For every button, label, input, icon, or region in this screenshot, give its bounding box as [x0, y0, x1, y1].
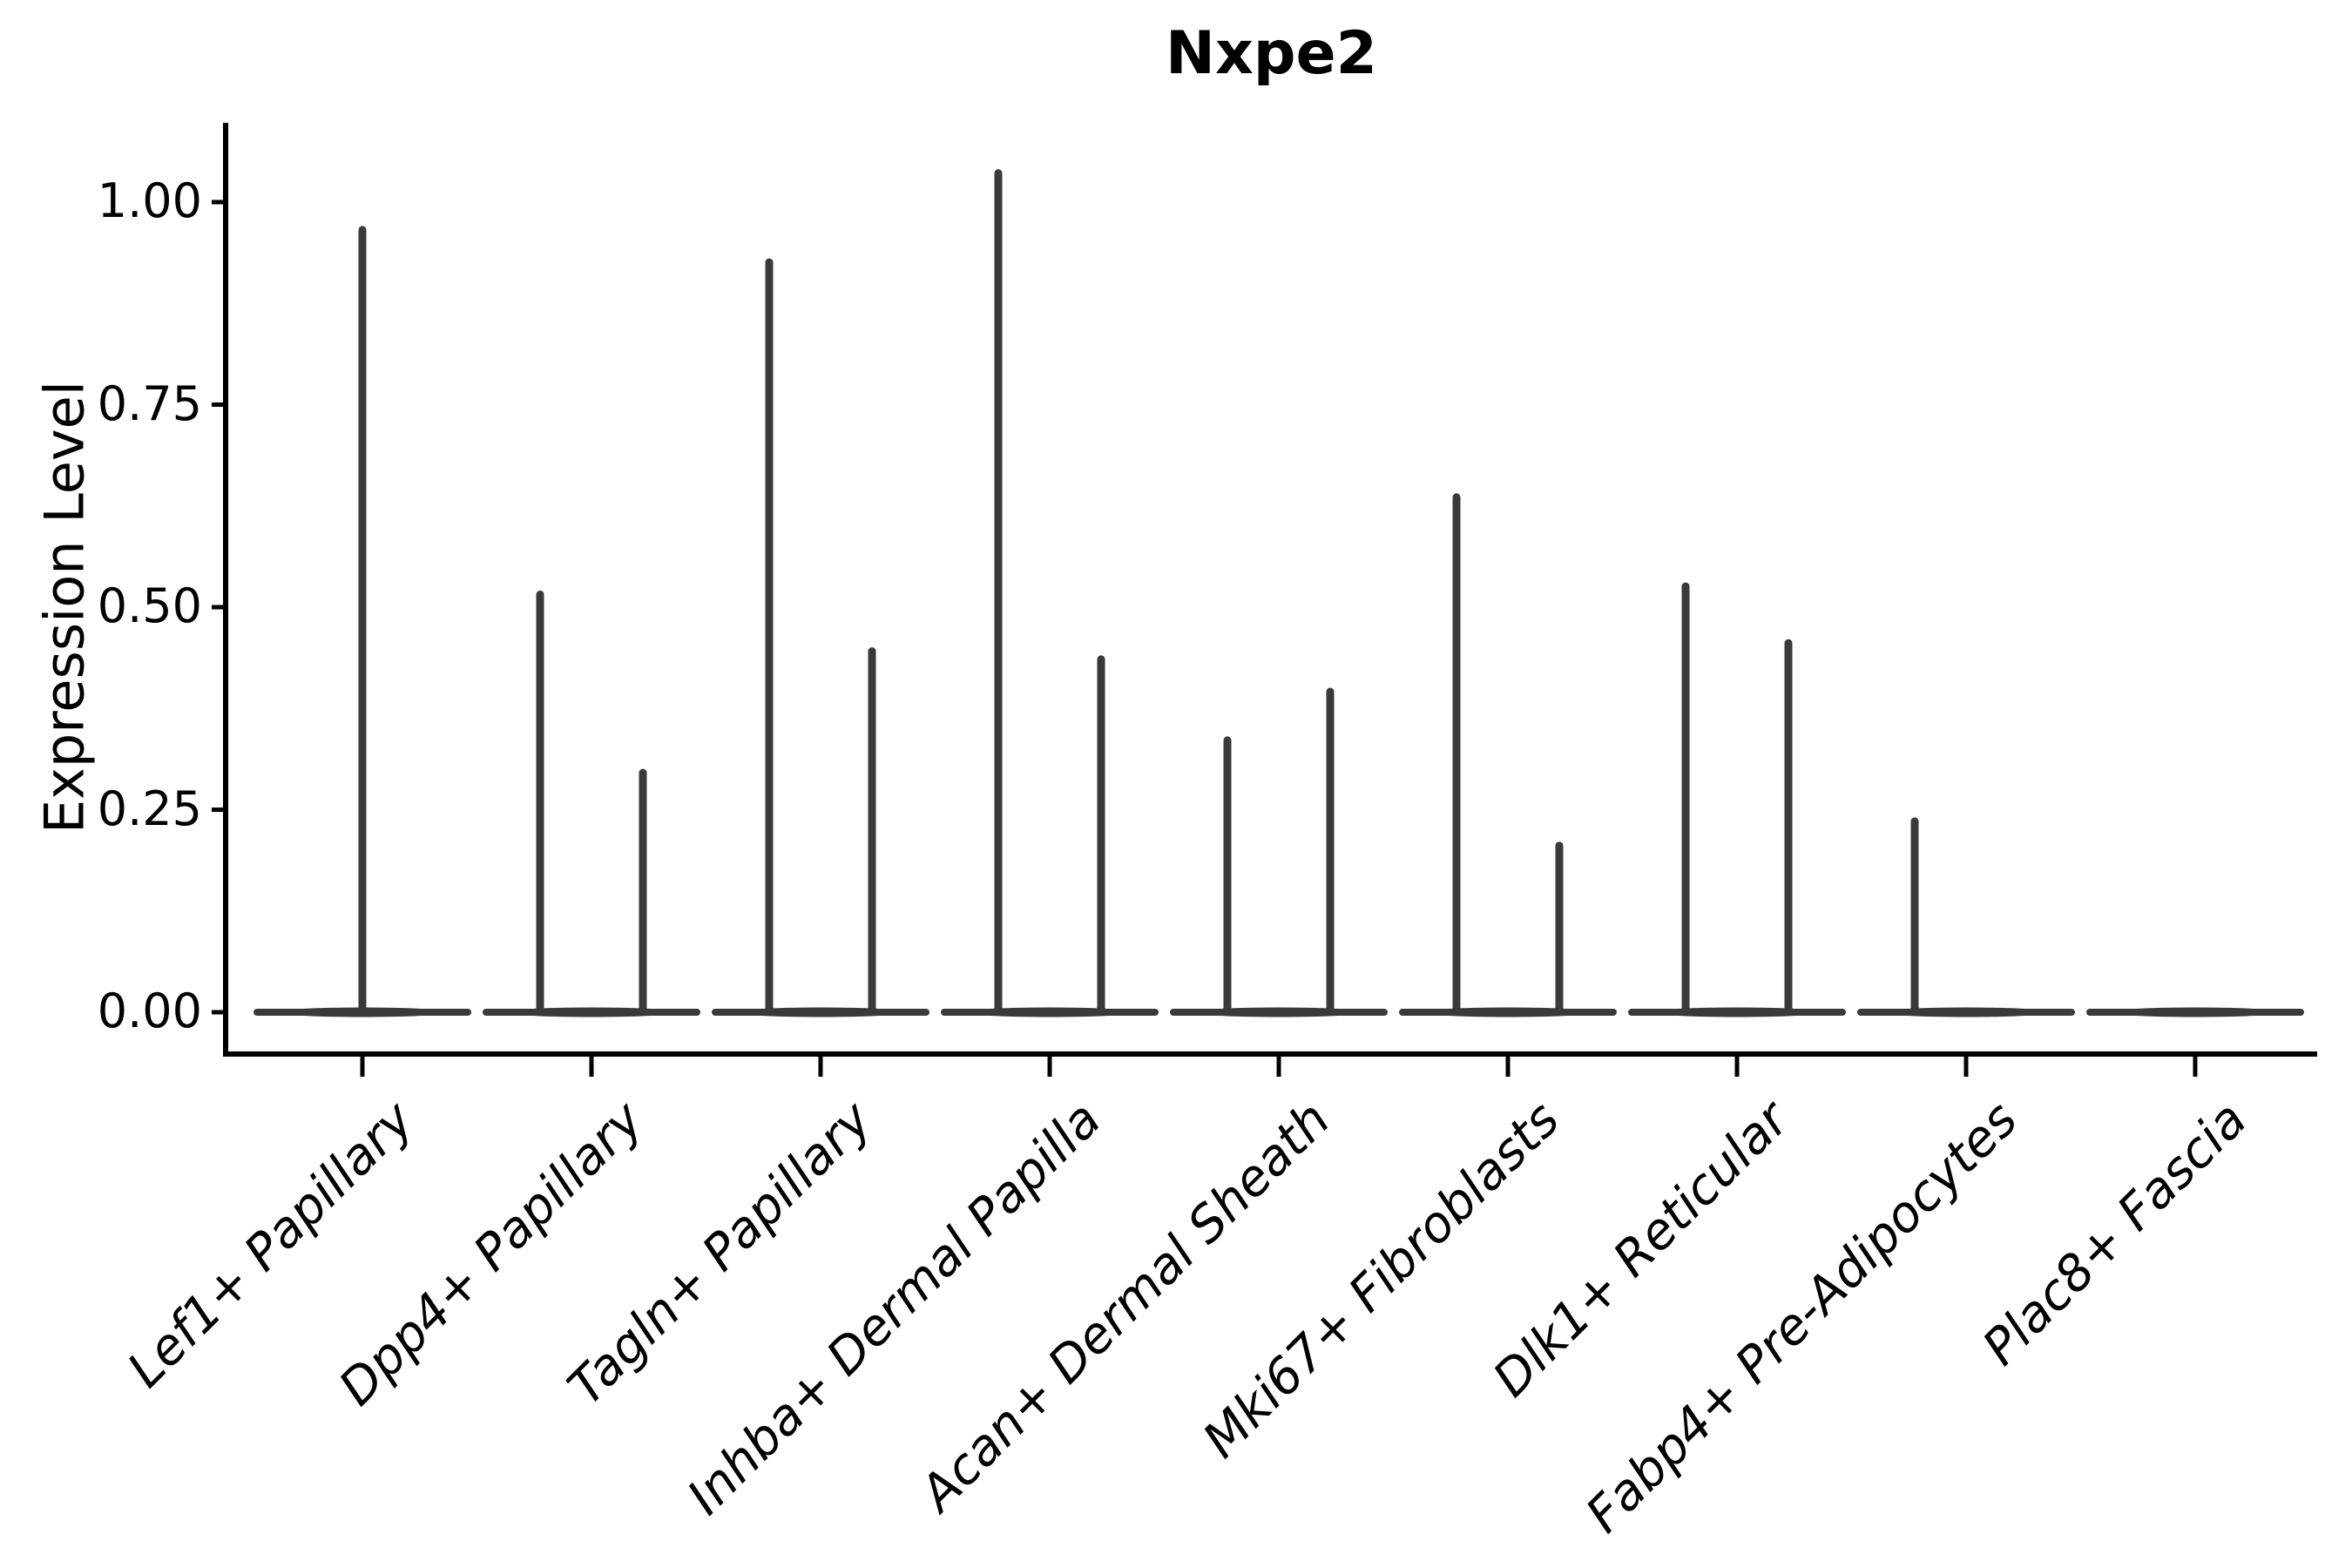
y-tick-label: 0.00 [97, 983, 202, 1039]
violin-baseline-bulge [1650, 1007, 1824, 1017]
violin-baseline-bulge [1421, 1007, 1595, 1017]
violin-baseline-bulge [963, 1007, 1137, 1017]
y-tick-label: 1.00 [97, 173, 202, 229]
violin-baseline-bulge [733, 1007, 908, 1017]
y-tick-label: 0.50 [97, 578, 202, 634]
y-tick-label: 0.75 [97, 375, 202, 431]
violin-baseline-bulge [2108, 1007, 2282, 1017]
violin-baseline-bulge [1192, 1007, 1366, 1017]
chart-title: Nxpe2 [1166, 19, 1377, 88]
violin-baseline-bulge [504, 1007, 679, 1017]
violin-baseline-bulge [1879, 1007, 2053, 1017]
y-tick-label: 0.25 [97, 781, 202, 836]
